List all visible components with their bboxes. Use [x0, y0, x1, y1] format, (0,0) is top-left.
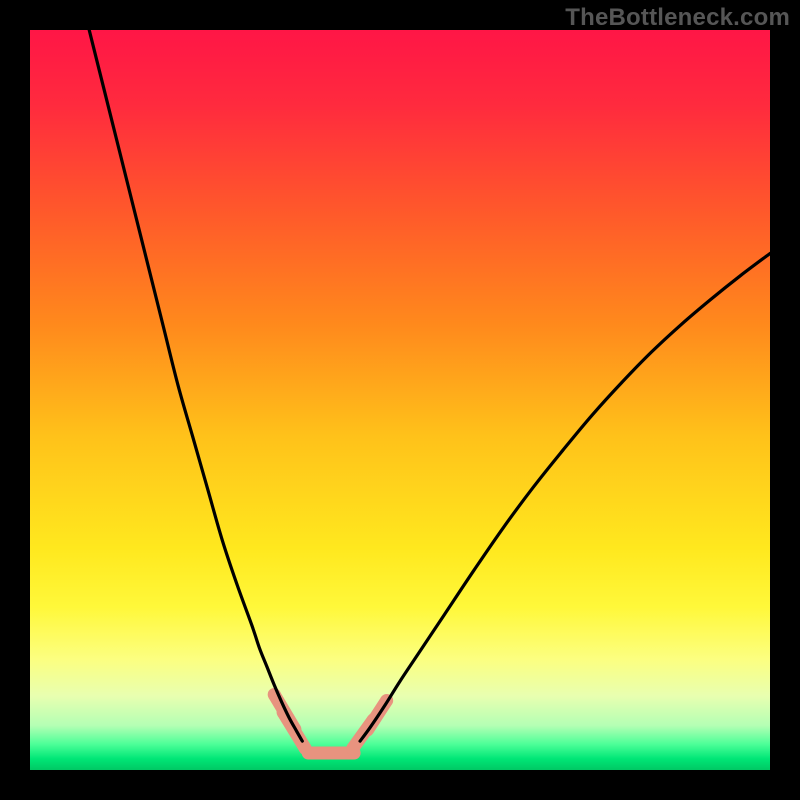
chart-container: TheBottleneck.com	[0, 0, 800, 800]
watermark-text: TheBottleneck.com	[565, 4, 790, 32]
bottleneck-chart	[0, 0, 800, 800]
